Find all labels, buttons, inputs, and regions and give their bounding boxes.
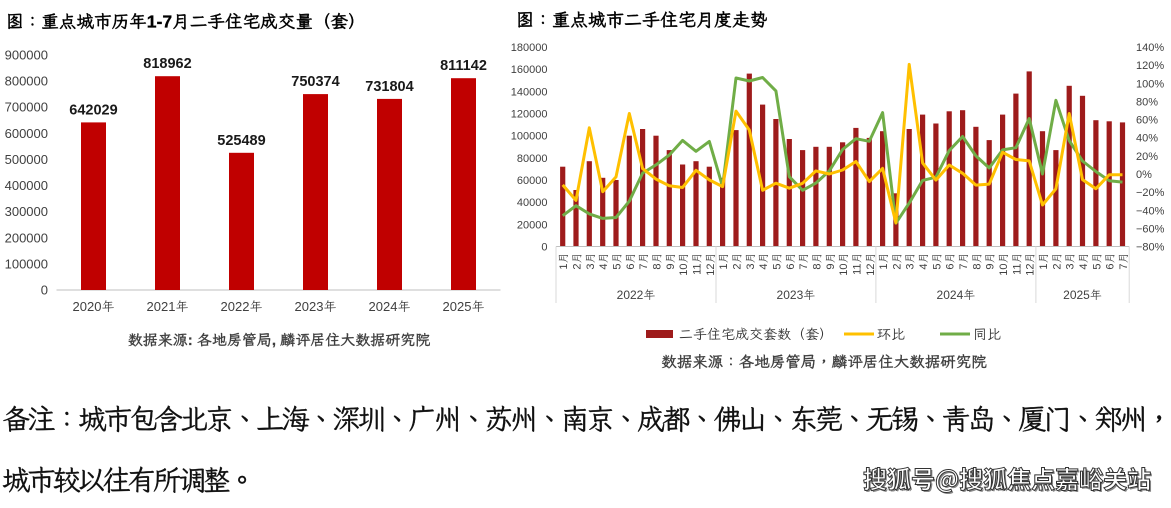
- svg-text:−80%: −80%: [1136, 242, 1165, 254]
- svg-text:−40%: −40%: [1136, 205, 1165, 217]
- svg-text:120000: 120000: [511, 109, 548, 121]
- svg-text:800000: 800000: [5, 74, 48, 89]
- svg-text:642029: 642029: [69, 102, 117, 118]
- svg-text:2024年: 2024年: [369, 299, 411, 314]
- svg-text:80%: 80%: [1136, 97, 1158, 109]
- svg-text:500000: 500000: [5, 152, 48, 167]
- svg-text:5月: 5月: [612, 253, 624, 270]
- svg-text:600000: 600000: [5, 126, 48, 141]
- svg-text:2024年: 2024年: [937, 288, 976, 302]
- svg-text:9月: 9月: [985, 253, 997, 270]
- svg-text:4月: 4月: [758, 253, 770, 270]
- svg-text:40%: 40%: [1136, 133, 1158, 145]
- svg-text:2月: 2月: [732, 253, 744, 270]
- svg-text:0%: 0%: [1136, 169, 1152, 181]
- svg-text:6月: 6月: [625, 253, 637, 270]
- svg-text:12月: 12月: [705, 253, 717, 276]
- svg-text:12月: 12月: [865, 253, 877, 276]
- svg-text:160000: 160000: [511, 64, 548, 76]
- svg-text:2022年: 2022年: [221, 299, 263, 314]
- svg-text:1月: 1月: [878, 253, 890, 270]
- svg-text:10月: 10月: [838, 253, 850, 276]
- svg-text:9月: 9月: [825, 253, 837, 270]
- svg-text:400000: 400000: [5, 178, 48, 193]
- svg-text:3月: 3月: [905, 253, 917, 270]
- svg-text:200000: 200000: [5, 230, 48, 245]
- svg-text:818962: 818962: [143, 56, 191, 72]
- svg-text:8月: 8月: [652, 253, 664, 270]
- svg-text:2月: 2月: [891, 253, 903, 270]
- svg-text:811142: 811142: [440, 58, 487, 74]
- svg-text:100000: 100000: [511, 131, 548, 143]
- svg-text:6月: 6月: [1105, 253, 1117, 270]
- svg-text:140%: 140%: [1136, 42, 1164, 54]
- svg-text:4月: 4月: [918, 253, 930, 270]
- svg-text:100000: 100000: [5, 256, 48, 271]
- svg-text:5月: 5月: [771, 253, 783, 270]
- svg-text:图：重点城市二手住宅月度走势: 图：重点城市二手住宅月度走势: [516, 10, 768, 30]
- svg-text:数据来源：各地房管局，麟评居住大数据研究院: 数据来源：各地房管局，麟评居住大数据研究院: [661, 353, 987, 371]
- svg-text:2025年: 2025年: [443, 299, 485, 314]
- svg-text:9月: 9月: [665, 253, 677, 270]
- svg-text:8月: 8月: [971, 253, 983, 270]
- svg-text:80000: 80000: [517, 153, 548, 165]
- svg-text:同比: 同比: [973, 326, 1001, 342]
- svg-text:3月: 3月: [1065, 253, 1077, 270]
- svg-text:0: 0: [41, 283, 48, 298]
- svg-text:−60%: −60%: [1136, 223, 1165, 235]
- svg-text:20%: 20%: [1136, 151, 1158, 163]
- svg-text:2022年: 2022年: [617, 288, 656, 302]
- svg-text:3月: 3月: [745, 253, 757, 270]
- svg-text:2月: 2月: [572, 253, 584, 270]
- svg-text:2021年: 2021年: [147, 299, 189, 314]
- svg-text:11月: 11月: [1011, 253, 1023, 275]
- svg-text:二手住宅成交套数（套）: 二手住宅成交套数（套）: [679, 326, 833, 342]
- svg-text:2023年: 2023年: [295, 299, 337, 314]
- svg-text:0: 0: [541, 242, 547, 254]
- svg-text:700000: 700000: [5, 100, 48, 115]
- svg-text:40000: 40000: [517, 197, 548, 209]
- svg-text:300000: 300000: [5, 204, 48, 219]
- svg-text:60%: 60%: [1136, 115, 1158, 127]
- svg-text:8月: 8月: [811, 253, 823, 270]
- svg-text:4月: 4月: [1078, 253, 1090, 270]
- svg-text:7月: 7月: [1118, 253, 1130, 270]
- svg-text:2023年: 2023年: [777, 288, 816, 302]
- svg-text:180000: 180000: [511, 42, 548, 54]
- svg-text:7月: 7月: [638, 253, 650, 270]
- svg-text:2020年: 2020年: [73, 299, 115, 314]
- svg-text:20000: 20000: [517, 219, 548, 231]
- svg-text:数据来源: 各地房管局, 麟评居住大数据研究院: 数据来源: 各地房管局, 麟评居住大数据研究院: [128, 332, 431, 349]
- svg-text:10月: 10月: [998, 253, 1010, 276]
- svg-text:900000: 900000: [5, 48, 48, 63]
- svg-text:140000: 140000: [511, 86, 548, 98]
- svg-text:1月: 1月: [558, 253, 570, 270]
- svg-text:6月: 6月: [945, 253, 957, 270]
- svg-text:750374: 750374: [291, 74, 339, 90]
- svg-text:1月: 1月: [1038, 253, 1050, 270]
- svg-text:525489: 525489: [217, 133, 265, 149]
- svg-text:60000: 60000: [517, 175, 548, 187]
- svg-text:11月: 11月: [692, 253, 704, 275]
- svg-text:4月: 4月: [598, 253, 610, 270]
- svg-text:100%: 100%: [1136, 78, 1164, 90]
- svg-text:5月: 5月: [1091, 253, 1103, 270]
- svg-text:6月: 6月: [785, 253, 797, 270]
- svg-text:7月: 7月: [798, 253, 810, 270]
- svg-text:11月: 11月: [851, 253, 863, 275]
- svg-text:3月: 3月: [585, 253, 597, 270]
- svg-text:731804: 731804: [365, 79, 413, 95]
- svg-text:10月: 10月: [678, 253, 690, 276]
- svg-text:120%: 120%: [1136, 60, 1164, 72]
- svg-text:7月: 7月: [958, 253, 970, 270]
- svg-text:−20%: −20%: [1136, 187, 1165, 199]
- svg-text:2025年: 2025年: [1063, 288, 1102, 302]
- svg-text:1月: 1月: [718, 253, 730, 270]
- svg-text:5月: 5月: [931, 253, 943, 270]
- svg-text:图：重点城市历年1-7月二手住宅成交量（套）: 图：重点城市历年1-7月二手住宅成交量（套）: [6, 12, 366, 32]
- svg-text:2月: 2月: [1051, 253, 1063, 270]
- svg-text:环比: 环比: [877, 326, 905, 342]
- svg-text:12月: 12月: [1025, 253, 1037, 276]
